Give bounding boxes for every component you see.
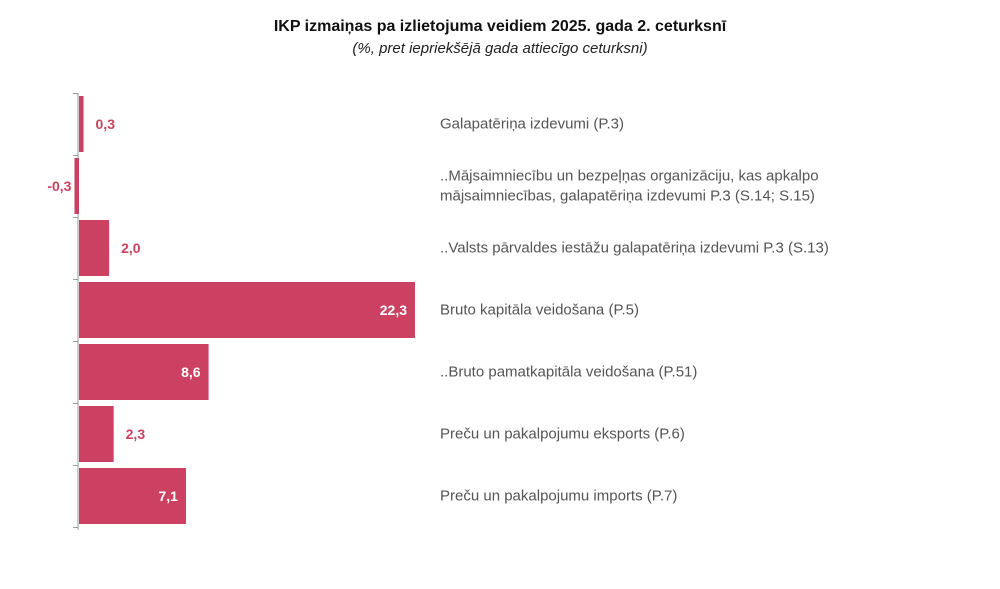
category-label: Preču un pakalpojumu imports (P.7) (440, 488, 677, 505)
data-label: 2,3 (126, 426, 146, 442)
category-label: ..Bruto pamatkapitāla veidošana (P.51) (440, 364, 697, 381)
category-label: Bruto kapitāla veidošana (P.5) (440, 302, 639, 319)
bar (79, 220, 110, 276)
data-label: 22,3 (380, 302, 407, 318)
data-label: 0,3 (96, 116, 116, 132)
bar (79, 96, 84, 152)
bar (79, 468, 186, 524)
bar (79, 344, 209, 400)
bar (74, 158, 79, 214)
bar (79, 282, 415, 338)
category-label: ..Mājsaimniecību un bezpeļņas organizāci… (440, 168, 819, 185)
data-label: 8,6 (181, 364, 201, 380)
data-label: 7,1 (159, 488, 179, 504)
category-label: mājsaimniecības, galapatēriņa izdevumi P… (440, 188, 815, 205)
bar (79, 406, 114, 462)
data-label: 2,0 (121, 240, 141, 256)
data-label: -0,3 (47, 178, 71, 194)
category-label: ..Valsts pārvaldes iestāžu galapatēriņa … (440, 240, 829, 257)
category-label: Preču un pakalpojumu eksports (P.6) (440, 426, 685, 443)
chart-subtitle: (%, pret iepriekšējā gada attiecīgo cetu… (352, 40, 648, 57)
category-label: Galapatēriņa izdevumi (P.3) (440, 116, 624, 133)
chart-title: IKP izmaiņas pa izlietojuma veidiem 2025… (273, 18, 727, 35)
